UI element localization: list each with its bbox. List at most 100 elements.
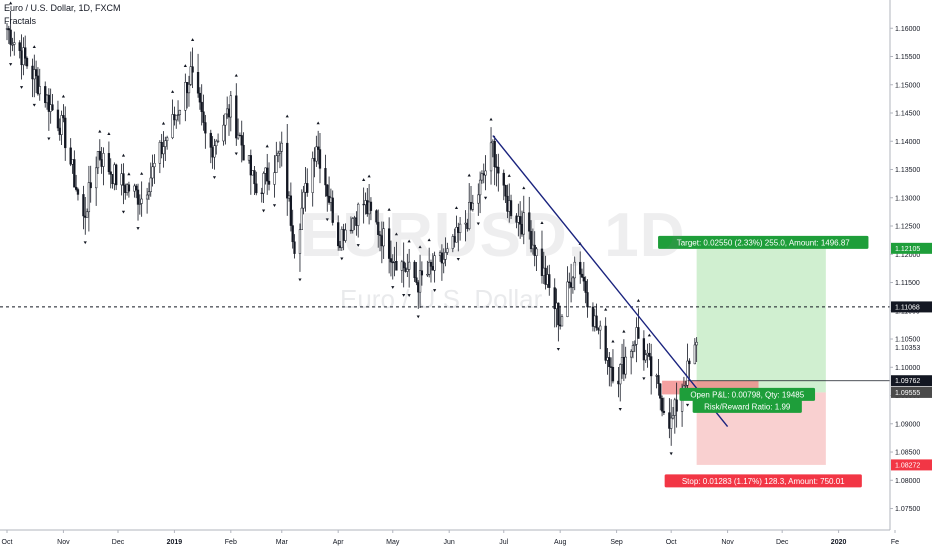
candle-body <box>11 44 14 46</box>
candle-body <box>369 201 373 211</box>
candle <box>87 165 91 232</box>
candle <box>185 82 189 109</box>
fractal-down-marker <box>433 289 437 292</box>
candle <box>553 278 556 328</box>
x-tick-label: Aug <box>554 539 567 546</box>
candle-body <box>251 170 254 176</box>
x-tick-label: 2020 <box>831 539 847 546</box>
candle-body <box>60 115 63 135</box>
candle-body <box>31 65 34 80</box>
candle-body <box>471 202 474 210</box>
candle-body <box>178 110 182 115</box>
candle <box>240 120 243 163</box>
candle <box>238 132 242 137</box>
candle-body <box>351 218 354 231</box>
stop-label: Stop: 0.01283 (1.17%) 128.3, Amount: 750… <box>664 474 862 488</box>
candle <box>111 174 114 189</box>
candle <box>278 141 282 169</box>
candle-body <box>413 261 416 279</box>
candle-body <box>560 316 564 327</box>
price-tag-bg <box>891 301 932 313</box>
candle-body <box>317 146 320 150</box>
candle-body <box>671 415 675 419</box>
candle-body <box>125 184 129 193</box>
fractal-up-marker <box>183 64 187 67</box>
fractal-up-marker <box>265 144 269 148</box>
candle <box>313 147 316 178</box>
candle-body <box>191 66 194 73</box>
candle-body <box>127 184 131 192</box>
fractal-down-marker <box>9 63 13 66</box>
candle <box>145 187 149 214</box>
candle <box>36 67 40 96</box>
candle-body <box>668 412 671 429</box>
fractal-up-marker <box>121 153 126 157</box>
candle-body <box>62 115 65 119</box>
candle-body <box>642 338 646 361</box>
candle-body <box>440 252 444 264</box>
fractal-down-marker <box>391 286 395 289</box>
candle <box>580 268 584 279</box>
candle-body <box>293 241 296 254</box>
candle-body <box>451 236 454 249</box>
fractal-up-marker <box>622 329 626 333</box>
candle-body <box>120 173 123 186</box>
candle-body <box>74 186 78 190</box>
candle-body <box>87 182 91 213</box>
candle <box>196 53 200 98</box>
candle-body <box>98 151 101 160</box>
candle <box>568 272 571 289</box>
candle <box>173 106 176 126</box>
candle <box>18 40 21 59</box>
candle-body <box>504 185 507 197</box>
fractal-up-marker <box>418 245 422 249</box>
candle <box>484 155 487 191</box>
candle <box>227 104 231 136</box>
x-tick-label: 2019 <box>167 539 183 546</box>
candle-body <box>213 145 216 158</box>
candle <box>149 162 152 197</box>
candle <box>189 51 192 86</box>
candle <box>109 158 112 189</box>
candle-body <box>165 137 169 141</box>
target-label-bg <box>658 235 869 249</box>
candle-body <box>226 108 229 115</box>
candle-body <box>73 159 76 188</box>
candle-body <box>49 104 52 112</box>
candle-body <box>25 58 29 67</box>
candle <box>418 254 422 309</box>
candle <box>287 191 291 202</box>
indicator-label[interactable]: Fractals <box>4 16 37 26</box>
candle-body <box>375 210 378 223</box>
candle <box>509 194 513 219</box>
candle <box>673 397 676 434</box>
x-tick-label: Oct <box>666 539 677 546</box>
candle <box>389 240 393 277</box>
candle <box>298 223 302 272</box>
candle-body <box>622 357 626 375</box>
candle-body <box>686 360 689 386</box>
fractal-down-marker <box>261 209 266 213</box>
candle-body <box>136 189 140 205</box>
candle-body <box>429 261 433 267</box>
stop-label-text: Stop: 0.01283 (1.17%) 128.3, Amount: 750… <box>682 477 845 486</box>
candle <box>120 163 123 196</box>
candle <box>7 25 10 44</box>
candle-body <box>611 366 615 382</box>
candle-body <box>111 174 114 185</box>
candle <box>584 276 587 304</box>
x-tick-label: Dec <box>776 539 789 546</box>
candle-body <box>175 114 178 121</box>
candle <box>387 217 391 274</box>
candle-body <box>468 202 471 229</box>
candle <box>69 138 72 167</box>
candle-body <box>289 195 293 226</box>
candle-body <box>262 173 265 194</box>
candle-body <box>331 197 334 223</box>
candle <box>45 94 49 110</box>
candle-body <box>9 29 12 45</box>
candle-body <box>235 95 238 139</box>
candle <box>300 189 303 230</box>
candle <box>187 75 191 107</box>
